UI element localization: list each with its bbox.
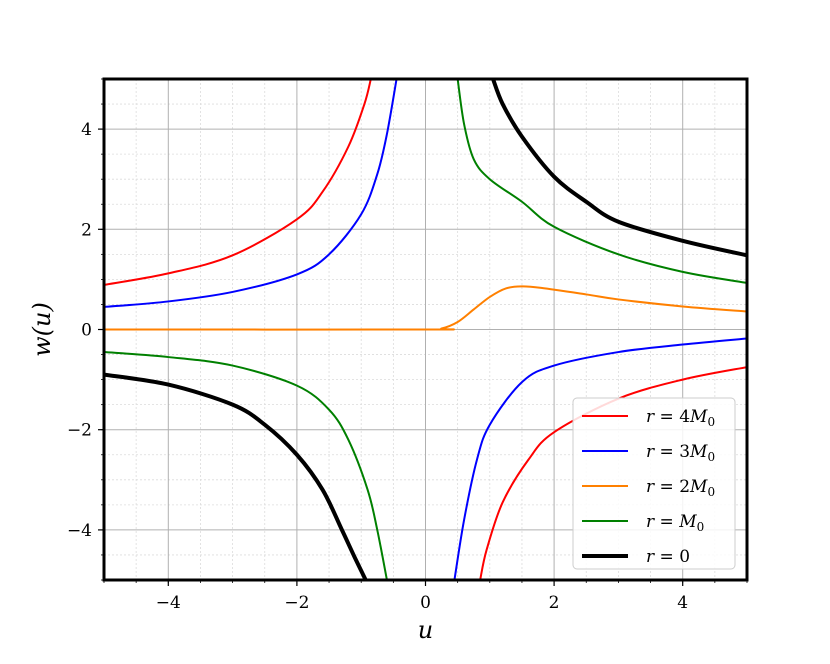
y-tick-label: 2 — [81, 220, 92, 240]
y-tick-label: −4 — [67, 521, 92, 541]
y-axis-label: w(u) — [28, 302, 56, 357]
legend: r = 4M0 r = 3M0 r = 2M0 r = M0 r = 0 — [572, 397, 736, 570]
legend-label-2: r = 2M0 — [646, 477, 715, 499]
x-tick-label: 0 — [420, 593, 431, 613]
x-axis-label: u — [418, 616, 433, 644]
legend-box — [572, 397, 736, 570]
legend-label-4: r = 0 — [646, 547, 690, 567]
x-tick-label: −2 — [284, 593, 309, 613]
series-line-1-segment-1 — [453, 337, 747, 580]
series-line-4-segment-1 — [491, 79, 747, 258]
major-grid — [104, 79, 747, 580]
x-tick-label: 4 — [677, 593, 688, 613]
series-line-4-segment-0 — [104, 372, 368, 580]
series-line-2-segment-0 — [104, 285, 747, 331]
legend-label-3: r = M0 — [646, 512, 704, 534]
y-tick-label: −2 — [67, 421, 92, 441]
legend-label-0: r = 4M0 — [646, 407, 715, 429]
y-tick-label: 4 — [81, 120, 92, 140]
tick-labels: −4 −2 0 2 4 −4 −2 0 2 4 — [67, 120, 688, 613]
series-layer — [104, 79, 747, 580]
series-line-0-segment-0 — [104, 79, 372, 286]
axis-ticks — [98, 78, 748, 586]
series-line-3-segment-1 — [456, 79, 747, 284]
x-tick-label: 2 — [549, 593, 560, 613]
series-line-1-segment-0 — [104, 79, 398, 308]
legend-label-1: r = 3M0 — [646, 442, 715, 464]
series-line-0-segment-1 — [479, 366, 747, 580]
series-line-3-segment-0 — [104, 351, 388, 580]
x-tick-label: −4 — [156, 593, 181, 613]
y-tick-label: 0 — [81, 321, 92, 341]
